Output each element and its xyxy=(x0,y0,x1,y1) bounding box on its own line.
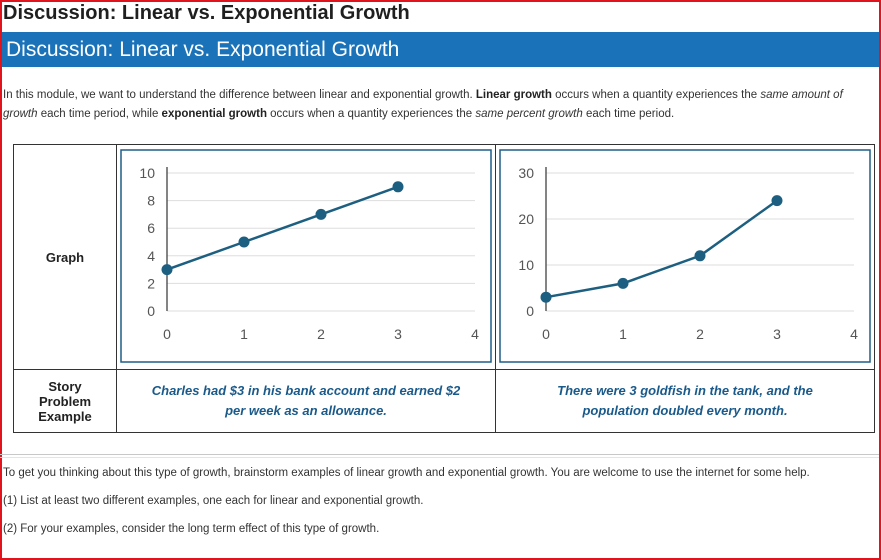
intro-text-e: each time period. xyxy=(582,108,675,120)
data-point xyxy=(771,195,783,207)
story-label-line-2: Problem xyxy=(38,393,91,409)
linear-chart: 0 2 4 6 8 10 0 1 2 3 4 xyxy=(120,149,492,363)
data-point xyxy=(161,264,173,276)
x-tick-label: 4 xyxy=(850,326,858,342)
section-divider-shadow xyxy=(0,457,879,458)
series-line xyxy=(166,185,399,271)
exp-story-line-2: population doubled every month. xyxy=(582,403,788,418)
x-tick-label: 2 xyxy=(317,326,325,342)
y-tick-label: 4 xyxy=(147,248,155,264)
exponential-growth-term: exponential growth xyxy=(161,108,267,120)
graph-row: Graph 0 2 4 6 8 10 0 1 2 3 4 0 10 20 30 0 1 2 3 4 xyxy=(13,144,875,370)
linear-story-line-2: per week as an allowance. xyxy=(225,403,387,418)
x-tick-label: 3 xyxy=(773,326,781,342)
story-row-label: Story Problem Example xyxy=(13,369,117,433)
prompt-item-1: (1) List at least two different examples… xyxy=(3,495,424,507)
x-tick-label: 2 xyxy=(696,326,704,342)
intro-paragraph: In this module, we want to understand th… xyxy=(3,86,873,124)
comparison-table: Graph 0 2 4 6 8 10 0 1 2 3 4 0 10 20 30 0 1 2 3 4 Story Pr… xyxy=(13,144,875,433)
intro-text-c: each time period, while xyxy=(37,108,162,120)
prompt-item-2: (2) For your examples, consider the long… xyxy=(3,523,380,535)
x-tick-label: 4 xyxy=(471,326,479,342)
intro-text-d: occurs when a quantity experiences the xyxy=(266,108,476,120)
exponential-chart: 0 10 20 30 0 1 2 3 4 xyxy=(499,149,871,363)
exp-story-line-1: There were 3 goldfish in the tank, and t… xyxy=(557,383,813,398)
same-percent-term: same percent growth xyxy=(475,108,583,120)
y-tick-label: 2 xyxy=(147,275,155,291)
story-label-line-3: Example xyxy=(38,408,92,424)
data-point xyxy=(392,181,404,193)
prompt-section: To get you thinking about this type of g… xyxy=(3,464,873,548)
y-tick-label: 0 xyxy=(526,303,534,319)
data-point xyxy=(540,291,552,303)
exponential-story: There were 3 goldfish in the tank, and t… xyxy=(495,369,875,433)
x-tick-label: 1 xyxy=(619,326,627,342)
intro-text-b: occurs when a quantity experiences the xyxy=(551,89,761,101)
x-tick-label: 3 xyxy=(394,326,402,342)
x-tick-label: 0 xyxy=(542,326,550,342)
section-divider xyxy=(0,454,879,455)
y-tick-label: 6 xyxy=(147,220,155,236)
y-tick-label: 20 xyxy=(518,211,534,227)
prompt-paragraph: To get you thinking about this type of g… xyxy=(3,467,810,479)
data-point xyxy=(315,208,327,220)
discussion-banner: Discussion: Linear vs. Exponential Growt… xyxy=(2,32,879,67)
page-title: Discussion: Linear vs. Exponential Growt… xyxy=(3,2,410,24)
chart-panel xyxy=(499,149,871,363)
x-tick-label: 1 xyxy=(240,326,248,342)
series-line xyxy=(545,199,778,299)
linear-growth-term: Linear growth xyxy=(475,89,552,101)
linear-story: Charles had $3 in his bank account and e… xyxy=(116,369,496,433)
story-label-line-1: Story xyxy=(48,378,82,394)
linear-graph-cell: 0 2 4 6 8 10 0 1 2 3 4 xyxy=(116,144,496,370)
y-tick-label: 10 xyxy=(518,257,534,273)
y-tick-label: 30 xyxy=(518,165,534,181)
linear-story-line-1: Charles had $3 in his bank account and e… xyxy=(151,383,461,398)
y-tick-label: 10 xyxy=(139,165,155,181)
graph-row-label: Graph xyxy=(13,144,117,370)
data-point xyxy=(238,236,250,248)
data-point xyxy=(694,250,706,262)
x-tick-label: 0 xyxy=(163,326,171,342)
y-tick-label: 0 xyxy=(147,303,155,319)
same-amount-term: same amount of growth xyxy=(3,89,843,120)
story-row: Story Problem Example Charles had $3 in … xyxy=(13,369,875,433)
exponential-graph-cell: 0 10 20 30 0 1 2 3 4 xyxy=(495,144,875,370)
data-point xyxy=(617,277,629,289)
intro-text-a: In this module, we want to understand th… xyxy=(3,89,476,101)
y-tick-label: 8 xyxy=(147,193,155,209)
